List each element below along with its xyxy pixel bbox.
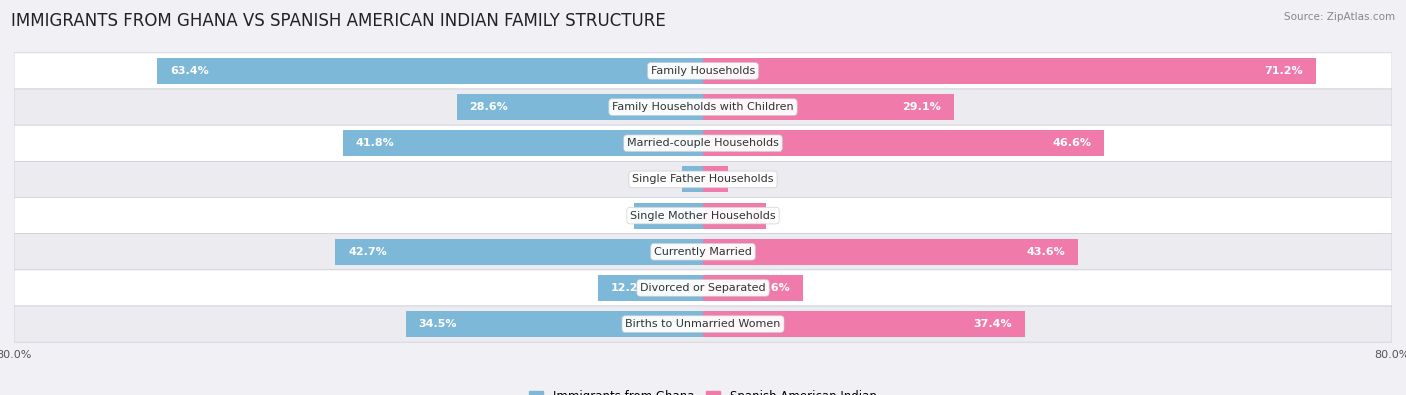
Text: Single Father Households: Single Father Households [633, 175, 773, 184]
Text: 2.9%: 2.9% [685, 175, 716, 184]
Bar [598, 275, 703, 301]
Bar [703, 311, 1025, 337]
Text: 12.2%: 12.2% [610, 283, 650, 293]
FancyBboxPatch shape [14, 125, 1392, 161]
Text: IMMIGRANTS FROM GHANA VS SPANISH AMERICAN INDIAN FAMILY STRUCTURE: IMMIGRANTS FROM GHANA VS SPANISH AMERICA… [11, 12, 666, 30]
FancyBboxPatch shape [14, 234, 1392, 270]
Text: 63.4%: 63.4% [170, 66, 208, 76]
Text: Married-couple Households: Married-couple Households [627, 138, 779, 148]
Text: 29.1%: 29.1% [901, 102, 941, 112]
Text: Births to Unmarried Women: Births to Unmarried Women [626, 319, 780, 329]
FancyBboxPatch shape [14, 161, 1392, 198]
Bar [703, 239, 1078, 265]
Text: Currently Married: Currently Married [654, 247, 752, 257]
Text: 43.6%: 43.6% [1026, 247, 1066, 257]
Bar [406, 311, 703, 337]
Bar [457, 94, 703, 120]
Text: 8.0%: 8.0% [647, 211, 678, 220]
Text: 37.4%: 37.4% [973, 319, 1012, 329]
Text: 7.3%: 7.3% [723, 211, 754, 220]
Text: 2.4%: 2.4% [695, 175, 727, 184]
Text: 71.2%: 71.2% [1264, 66, 1303, 76]
FancyBboxPatch shape [14, 53, 1392, 89]
Text: 46.6%: 46.6% [1052, 138, 1091, 148]
Bar [703, 130, 1104, 156]
Bar [335, 239, 703, 265]
Text: 28.6%: 28.6% [470, 102, 509, 112]
Legend: Immigrants from Ghana, Spanish American Indian: Immigrants from Ghana, Spanish American … [524, 385, 882, 395]
Bar [682, 166, 703, 192]
FancyBboxPatch shape [14, 89, 1392, 125]
Bar [343, 130, 703, 156]
Text: Divorced or Separated: Divorced or Separated [640, 283, 766, 293]
Bar [703, 58, 1316, 84]
Text: Family Households: Family Households [651, 66, 755, 76]
Text: 41.8%: 41.8% [356, 138, 395, 148]
Bar [703, 203, 766, 229]
Text: Single Mother Households: Single Mother Households [630, 211, 776, 220]
Bar [703, 166, 728, 192]
Text: 11.6%: 11.6% [751, 283, 790, 293]
FancyBboxPatch shape [14, 306, 1392, 342]
Bar [634, 203, 703, 229]
FancyBboxPatch shape [14, 270, 1392, 306]
Bar [703, 94, 953, 120]
Text: Source: ZipAtlas.com: Source: ZipAtlas.com [1284, 12, 1395, 22]
Text: Family Households with Children: Family Households with Children [612, 102, 794, 112]
Bar [703, 275, 803, 301]
Bar [157, 58, 703, 84]
Text: 42.7%: 42.7% [349, 247, 387, 257]
Text: 34.5%: 34.5% [419, 319, 457, 329]
FancyBboxPatch shape [14, 198, 1392, 234]
